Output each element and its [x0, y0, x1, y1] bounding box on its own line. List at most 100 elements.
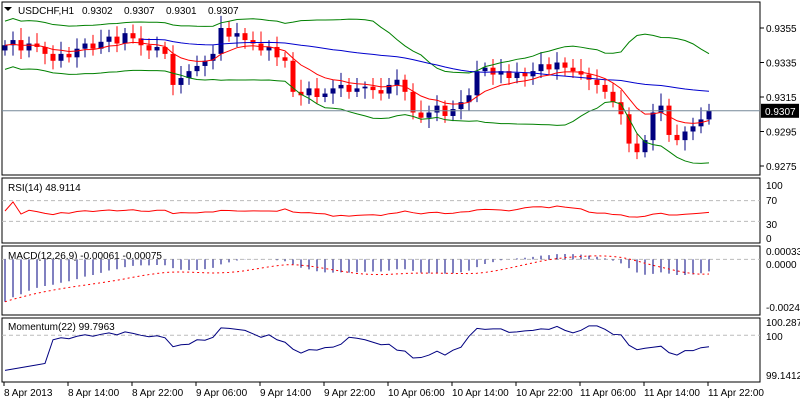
candle-bull [554, 62, 560, 70]
time-axis-label: 9 Apr 22:00 [324, 388, 376, 399]
time-axis-label: 8 Apr 14:00 [68, 388, 120, 399]
candle-bull [234, 33, 240, 37]
mom-panel-border [1, 317, 761, 383]
candle-bull [434, 105, 440, 113]
main-panel-border [1, 1, 761, 176]
candle-bull [154, 46, 160, 51]
candle-bull [682, 131, 688, 141]
time-axis-label: 8 Apr 2013 [4, 388, 53, 399]
candle-bear [226, 28, 232, 37]
macd-tick-label: 0.0000 [766, 260, 797, 271]
candle-bull [218, 28, 224, 54]
candle-bear [90, 43, 96, 49]
time-axis-label: 11 Apr 14:00 [644, 388, 700, 399]
candle-bull [202, 60, 208, 66]
momentum-tick-label: 100 [766, 332, 783, 343]
candle-bull [498, 71, 504, 75]
candle-bear [50, 53, 56, 61]
candle-bull [338, 84, 344, 89]
candle-bear [618, 102, 624, 115]
time-axis-label: 10 Apr 06:00 [388, 388, 445, 399]
candle-bull [82, 43, 88, 49]
time-axis-label: 10 Apr 14:00 [452, 388, 509, 399]
current-price-label: 0.9307 [765, 107, 796, 118]
ohlc-high: 0.9307 [124, 6, 155, 17]
momentum-label: Momentum(22) 99.7963 [8, 322, 115, 333]
candle-bull [58, 53, 64, 61]
candle-bear [626, 114, 632, 144]
candle-bear [490, 67, 496, 75]
candle-bear [42, 46, 48, 54]
candle-bull [466, 95, 472, 103]
candle-bull [26, 43, 32, 51]
macd-panel-border [1, 245, 761, 316]
candle-bear [674, 134, 680, 141]
candle-bear [546, 64, 552, 70]
candle-bear [242, 33, 248, 41]
time-axis-label: 9 Apr 14:00 [260, 388, 312, 399]
candle-bull [514, 72, 520, 79]
candle-bear [346, 84, 352, 92]
candle-bull [426, 112, 432, 118]
bollinger-upper [4, 17, 710, 74]
candle-bull [482, 67, 488, 72]
candle-bull [74, 48, 80, 58]
candle-bull [450, 109, 456, 116]
candle-bear [506, 71, 512, 79]
candle-bull [690, 126, 696, 132]
candle-bull [194, 65, 200, 72]
candle-bear [298, 91, 304, 96]
candle-bear [370, 86, 376, 91]
candle-bull [330, 88, 336, 94]
rsi-label: RSI(14) 48.9114 [8, 183, 81, 194]
momentum-tick-label: 100.2879 [766, 318, 800, 329]
candle-bear [274, 46, 280, 58]
candle-bear [66, 53, 72, 58]
rsi-panel-border [1, 177, 761, 244]
momentum-tick-label: 99.1412 [766, 371, 800, 382]
candle-bear [162, 46, 168, 54]
candle-bear [522, 72, 528, 77]
candle-bull [106, 36, 112, 42]
candle-bear [138, 38, 144, 46]
candle-bear [146, 45, 152, 51]
time-axis-label: 11 Apr 22:00 [708, 388, 764, 399]
candle-bear [602, 84, 608, 92]
price-tick-label: 0.9335 [766, 59, 797, 70]
moving-average-fast [4, 41, 710, 124]
ohlc-low: 0.9301 [166, 6, 197, 17]
candle-bull [650, 112, 656, 141]
candle-bull [122, 33, 128, 44]
candle-bear [418, 112, 424, 118]
candle-bull [210, 53, 216, 61]
price-tick-label: 0.9315 [766, 93, 797, 104]
candle-bull [2, 45, 8, 51]
current-price-tag [761, 103, 799, 118]
price-panel[interactable] [2, 15, 712, 160]
candle-bear [402, 79, 408, 92]
price-tick-label: 0.9275 [766, 162, 797, 173]
collapse-triangle-icon[interactable] [4, 7, 12, 11]
ohlc-open: 0.9302 [82, 6, 113, 17]
candle-bear [290, 60, 296, 92]
candle-bull [306, 88, 312, 96]
candle-bull [394, 79, 400, 85]
ohlc-close: 0.9307 [208, 6, 239, 17]
price-tick-label: 0.9355 [766, 24, 797, 35]
candle-bull [354, 88, 360, 92]
candle-bear [586, 74, 592, 80]
candle-bear [250, 40, 256, 44]
candle-bull [458, 102, 464, 110]
candle-bull [362, 86, 368, 89]
candle-bear [410, 91, 416, 113]
candle-bull [10, 40, 16, 46]
time-axis-label: 10 Apr 22:00 [516, 388, 573, 399]
candle-bull [386, 84, 392, 94]
candle-bear [570, 67, 576, 72]
rsi-tick-label: 100 [766, 181, 783, 192]
time-axis-label: 11 Apr 06:00 [580, 388, 636, 399]
price-tick-label: 0.9295 [766, 128, 797, 139]
time-axis-label: 8 Apr 22:00 [132, 388, 184, 399]
candle-bull [538, 64, 544, 72]
